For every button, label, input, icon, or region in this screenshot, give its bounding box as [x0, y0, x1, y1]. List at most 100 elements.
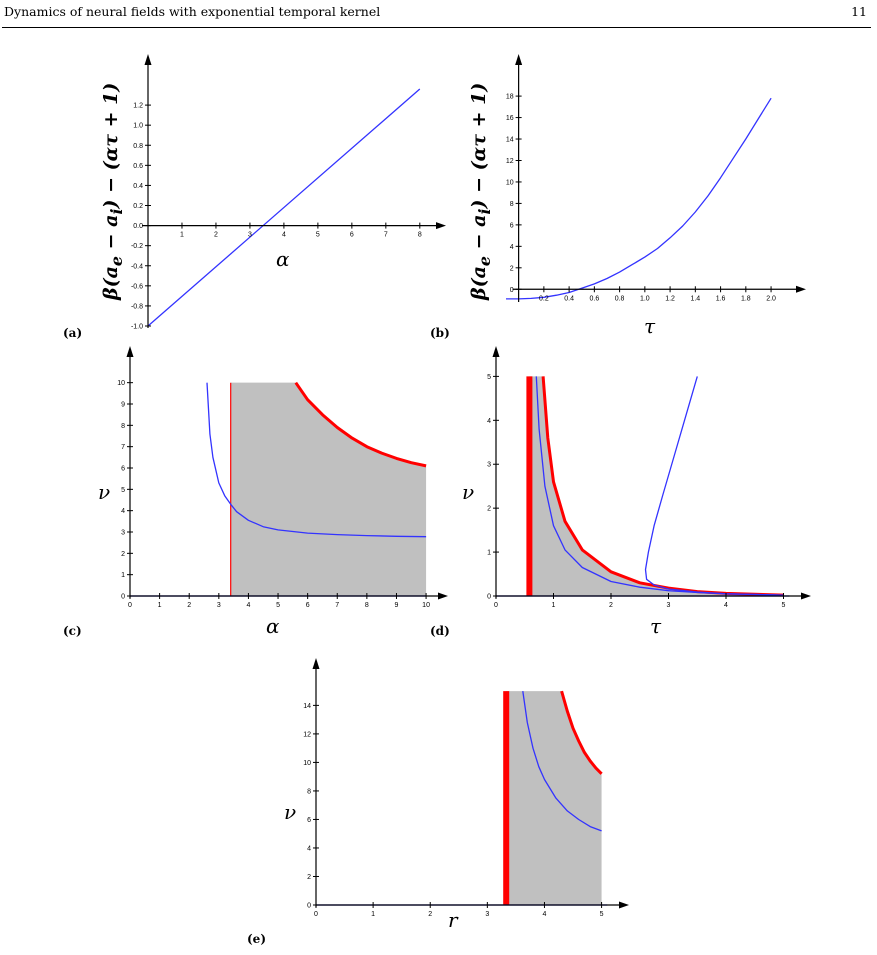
y-tick-label: 4: [307, 845, 311, 852]
x-tick-label: 5: [316, 232, 320, 239]
y-tick-label: 0: [307, 903, 311, 910]
panel-label-c: (c): [63, 624, 82, 638]
series-line-1: [560, 690, 603, 775]
y-tick-label: 0.2: [133, 203, 143, 210]
x-tick-label: 4: [246, 602, 250, 609]
xlabel-d: τ: [650, 614, 662, 638]
x-tick-label: 4: [543, 911, 547, 918]
y-tick-label: 12: [303, 731, 311, 738]
y-tick-label: 7: [121, 444, 125, 451]
y-tick-label: 3: [487, 462, 491, 469]
ylabel-d: ν: [462, 480, 475, 504]
x-tick-label: 1.8: [741, 295, 751, 302]
y-tick-label: 3: [121, 530, 125, 537]
y-tick-label: 0: [487, 594, 491, 601]
x-tick-label: 1: [180, 232, 184, 239]
y-tick-label: 0: [510, 287, 514, 294]
x-tick-label: 6: [306, 602, 310, 609]
y-tick-label: 5: [487, 374, 491, 381]
x-tick-label: 7: [384, 232, 388, 239]
y-tick-label: 8: [510, 201, 514, 208]
panel-label-e: (e): [247, 932, 266, 946]
x-tick-label: 3: [667, 602, 671, 609]
y-tick-label: 2: [510, 265, 514, 272]
x-tick-label: 0.6: [589, 295, 599, 302]
x-tick-label: 2: [428, 911, 432, 918]
x-axis-arrow: [796, 285, 806, 293]
y-tick-label: 18: [506, 94, 514, 101]
y-tick-label: 6: [307, 817, 311, 824]
xlabel-a: α: [276, 247, 290, 271]
x-axis-arrow: [436, 222, 446, 230]
x-axis-arrow: [801, 592, 811, 600]
y-tick-label: 1.2: [133, 103, 143, 110]
x-tick-label: 8: [365, 602, 369, 609]
y-tick-label: 1.0: [133, 123, 143, 130]
y-tick-label: 5: [121, 487, 125, 494]
y-tick-label: 4: [121, 508, 125, 515]
x-tick-label: 1.4: [690, 295, 700, 302]
y-tick-label: 6: [121, 466, 125, 473]
xlabel-c: α: [266, 614, 280, 638]
shaded-region: [506, 691, 602, 905]
x-axis-arrow: [438, 592, 448, 600]
header-rule: [2, 27, 871, 28]
y-tick-label: -0.4: [131, 263, 143, 270]
y-tick-label: 0.6: [133, 163, 143, 170]
y-tick-label: 8: [307, 788, 311, 795]
y-tick-label: -0.6: [131, 283, 143, 290]
y-tick-label: 1: [121, 572, 125, 579]
y-tick-label: 4: [487, 418, 491, 425]
y-tick-label: 14: [303, 703, 311, 710]
xlabel-b: τ: [644, 314, 656, 338]
x-tick-label: 6: [350, 232, 354, 239]
x-tick-label: 1.0: [640, 295, 650, 302]
x-tick-label: 0: [494, 602, 498, 609]
x-tick-label: 0.4: [564, 295, 574, 302]
ylabel-c: ν: [98, 480, 111, 504]
x-tick-label: 5: [600, 911, 604, 918]
y-tick-label: 10: [117, 380, 125, 387]
shaded-region: [529, 376, 784, 596]
x-tick-label: 0.2: [539, 295, 549, 302]
y-tick-label: 1: [487, 550, 491, 557]
x-tick-label: 0: [314, 911, 318, 918]
x-tick-label: 2.0: [766, 295, 776, 302]
x-tick-label: 1.6: [716, 295, 726, 302]
panel-label-d: (d): [430, 624, 450, 638]
series-line-2: [206, 382, 427, 538]
y-tick-label: 2: [487, 506, 491, 513]
y-axis-arrow: [515, 54, 523, 65]
x-tick-label: 8: [418, 232, 422, 239]
y-tick-label: 0.4: [133, 183, 143, 190]
ylabel-a: β(ae − ai) − (ατ + 1): [100, 82, 126, 300]
xlabel-e: r: [448, 908, 458, 932]
y-tick-label: 2: [307, 874, 311, 881]
ylabel-e: ν: [284, 800, 297, 824]
x-tick-label: 10: [422, 602, 430, 609]
series-line-0: [506, 97, 772, 300]
x-tick-label: 5: [782, 602, 786, 609]
y-axis-arrow: [312, 658, 320, 669]
y-tick-label: 16: [506, 115, 514, 122]
panel-label-a: (a): [63, 326, 83, 340]
y-axis-arrow: [492, 346, 500, 357]
y-tick-label: 2: [121, 551, 125, 558]
y-tick-label: 9: [121, 402, 125, 409]
y-tick-label: 0.8: [133, 143, 143, 150]
y-axis-arrow: [144, 54, 152, 65]
x-tick-label: 1: [552, 602, 556, 609]
x-tick-label: 4: [724, 602, 728, 609]
x-tick-label: 2: [187, 602, 191, 609]
y-tick-label: 8: [121, 423, 125, 430]
x-tick-label: 0: [128, 602, 132, 609]
y-tick-label: 4: [510, 244, 514, 251]
